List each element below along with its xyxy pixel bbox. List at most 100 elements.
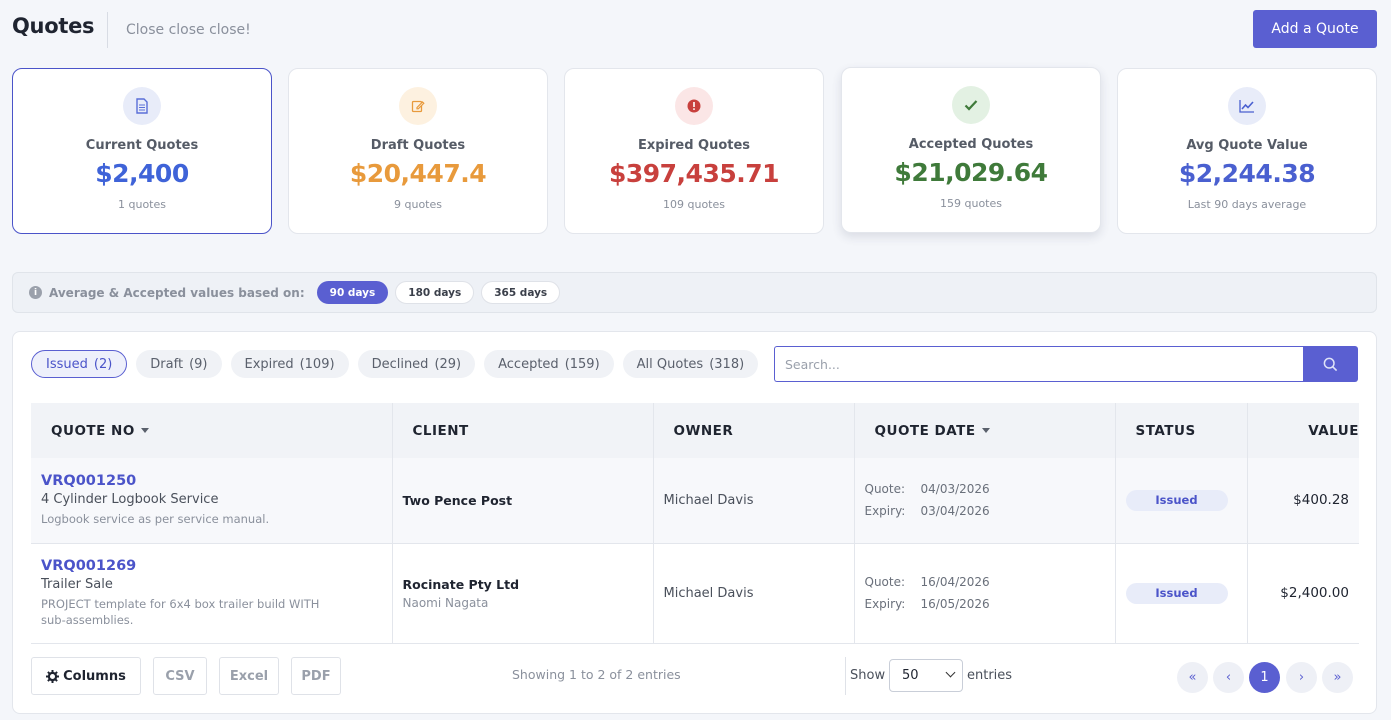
pdf-button[interactable]: PDF [291,657,341,695]
tab-count: (159) [564,356,600,372]
header-divider [107,12,108,48]
next-page-button[interactable]: › [1286,662,1317,693]
card-draft-quotes[interactable]: Draft Quotes $20,447.4 9 quotes [288,68,548,234]
gear-icon [46,669,60,683]
owner-name: Michael Davis [663,492,754,508]
expiry-date-label: Expiry: [864,597,906,611]
sort-caret-icon [981,427,990,433]
col-owner[interactable]: OWNER [653,403,855,458]
tab-count: (318) [709,356,745,372]
tab-draft[interactable]: Draft (9) [136,350,222,378]
col-quote-date[interactable]: QUOTE DATE [854,403,1116,458]
quote-description: Logbook service as per service manual. [41,512,270,527]
quote-number-link[interactable]: VRQ001250 [41,473,137,490]
card-expired-quotes[interactable]: Expired Quotes $397,435.71 109 quotes [564,68,824,234]
quotes-panel: Issued (2) Draft (9) Expired (109) Declined… [12,331,1377,714]
search-bar [774,346,1358,382]
quote-title: Trailer Sale [41,577,113,592]
tab-declined[interactable]: Declined (29) [357,350,476,378]
day-option-90[interactable]: 90 days [316,281,389,304]
search-button[interactable] [1303,346,1358,382]
search-input[interactable] [774,346,1303,382]
last-page-button[interactable]: » [1322,662,1353,693]
prev-page-button[interactable]: ‹ [1213,662,1244,693]
chevron-left-icon: ‹ [1225,670,1232,685]
quote-date-label: Quote: [864,575,906,589]
tab-expired[interactable]: Expired (109) [230,350,349,378]
owner-name: Michael Davis [663,585,754,601]
tab-label: Issued [46,356,88,372]
day-option-180[interactable]: 180 days [395,281,475,304]
quote-description: PROJECT template for 6x4 box trailer bui… [41,597,320,627]
day-filter-text: Average & Accepted values based on: [49,285,305,300]
tab-count: (9) [189,356,208,372]
quotes-table: QUOTE NO CLIENT OWNER QUOTE DATE STATUS … [31,403,1359,644]
tab-all-quotes[interactable]: All Quotes (318) [622,350,759,378]
page-title: Quotes [12,14,95,38]
chevron-down-icon [945,667,956,678]
card-current-quotes[interactable]: Current Quotes $2,400 1 quotes [12,68,272,234]
card-accepted-quotes[interactable]: Accepted Quotes $21,029.64 159 quotes [841,67,1101,233]
card-value: $2,400 [95,159,189,188]
excel-button[interactable]: Excel [219,657,279,695]
quote-date: 16/04/2026 [920,575,990,589]
tab-label: Declined [371,356,429,372]
csv-button[interactable]: CSV [153,657,207,695]
tab-count: (29) [434,356,462,372]
card-label: Expired Quotes [637,138,751,153]
client-name: Two Pence Post [402,492,513,508]
card-value: $2,244.38 [1178,159,1316,188]
card-count: Last 90 days average [1187,198,1307,211]
tab-count: (2) [93,356,113,372]
edit-icon [399,87,437,125]
columns-button[interactable]: Columns [31,657,141,695]
status-badge: Issued [1125,489,1228,511]
expiry-date: 03/04/2026 [920,504,990,519]
document-icon [123,87,161,125]
col-status[interactable]: STATUS [1115,403,1248,458]
col-client[interactable]: CLIENT [392,403,654,458]
status-tabs: Issued (2) Draft (9) Expired (109) Declined… [31,350,767,378]
card-value: $20,447.4 [349,159,487,188]
tab-issued[interactable]: Issued (2) [31,350,128,378]
tab-label: Expired [244,356,294,372]
col-quote-no[interactable]: QUOTE NO [31,403,393,458]
double-chevron-right-icon: » [1333,670,1342,685]
tab-accepted[interactable]: Accepted (159) [484,350,614,378]
tab-label: All Quotes [636,356,704,372]
client-name: Rocinate Pty Ltd [402,576,520,592]
card-value: $21,029.64 [894,158,1048,187]
card-count: 9 quotes [394,198,442,211]
client-contact: Naomi Nagata [402,595,489,610]
page-subtitle: Close close close! [126,22,251,38]
tab-count: (109) [299,356,335,372]
quote-value: $2,400.00 [1280,585,1349,601]
first-page-button[interactable]: « [1177,662,1208,693]
tab-label: Accepted [498,356,559,372]
quote-date: 04/03/2026 [920,482,990,497]
day-option-365[interactable]: 365 days [481,281,561,304]
table-row[interactable]: VRQ001250 4 Cylinder Logbook Service Log… [31,458,1359,544]
card-value: $397,435.71 [608,159,780,188]
col-value[interactable]: VALUE [1247,403,1359,458]
table-header-row: QUOTE NO CLIENT OWNER QUOTE DATE STATUS … [31,403,1359,458]
trend-icon [1228,87,1266,125]
footer-divider [845,657,846,695]
card-count: 109 quotes [663,198,725,211]
columns-label: Columns [63,668,126,684]
card-avg-quote-value[interactable]: Avg Quote Value $2,244.38 Last 90 days a… [1117,68,1377,234]
add-quote-button[interactable]: Add a Quote [1253,10,1377,48]
table-row[interactable]: VRQ001269 Trailer Sale PROJECT template … [31,543,1359,644]
alert-icon [675,87,713,125]
card-label: Draft Quotes [370,138,466,153]
sort-caret-icon [140,427,149,433]
entries-select[interactable]: 50 [889,659,963,692]
entries-label: entries [967,668,1013,683]
quote-number-link[interactable]: VRQ001269 [41,558,137,574]
page-1-button[interactable]: 1 [1249,662,1280,693]
expiry-date: 16/05/2026 [920,597,990,611]
card-count: 1 quotes [118,198,166,211]
status-badge: Issued [1125,582,1228,604]
quote-date-label: Quote: [864,482,906,497]
double-chevron-left-icon: « [1188,670,1197,685]
